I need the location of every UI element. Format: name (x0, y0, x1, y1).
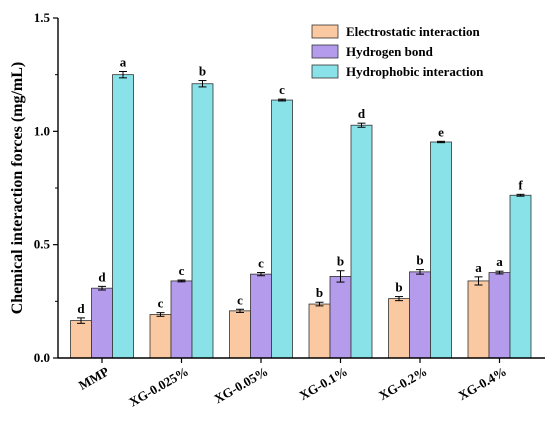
bar-4-0 (388, 298, 410, 359)
error-bar-1-0 (156, 312, 165, 317)
bar-1-1 (170, 280, 193, 359)
significance-letter-1-1: c (179, 263, 185, 278)
legend-swatch-1 (311, 44, 339, 59)
y-tick-label-0: 0.0 (34, 350, 50, 365)
bar-0-1 (91, 287, 113, 359)
error-bar-4-0 (395, 296, 403, 302)
error-bar-3-1 (336, 270, 345, 283)
bar-2-0 (229, 310, 251, 359)
error-bar-0-2 (119, 70, 127, 79)
significance-letter-5-0: a (475, 260, 482, 275)
significance-letter-2-2: c (279, 82, 285, 97)
error-bar-2-2 (278, 98, 286, 102)
error-bar-3-0 (315, 301, 324, 307)
significance-letter-1-0: c (158, 296, 164, 311)
x-tick-label-3: XG-0.1% (297, 364, 350, 404)
x-tick-label-5: XG-0.4% (456, 364, 509, 404)
error-bar-3-2 (357, 122, 366, 128)
significance-letter-3-2: d (358, 106, 366, 121)
error-bar-4-2 (437, 140, 445, 144)
error-bar-2-1 (257, 272, 265, 277)
significance-letter-5-1: a (496, 254, 503, 269)
bar-4-1 (409, 271, 431, 359)
error-bar-5-0 (474, 276, 483, 286)
y-tick-label-2: 1.0 (34, 123, 50, 138)
bar-3-1 (329, 275, 352, 359)
x-tick-label-4: XG-0.2% (376, 364, 429, 404)
bar-2-1 (250, 273, 272, 359)
significance-letter-2-1: c (258, 256, 264, 271)
error-bar-5-2 (516, 193, 525, 197)
significance-letter-4-0: b (395, 280, 402, 295)
bar-3-2 (350, 124, 373, 359)
bar-3-0 (308, 303, 331, 359)
error-bar-0-1 (98, 285, 106, 291)
legend-label-2: Hydrophobic interaction (346, 64, 484, 79)
significance-letter-1-2: b (199, 64, 206, 79)
legend-label-1: Hydrogen bond (346, 44, 434, 59)
significance-letter-0-2: a (120, 54, 127, 69)
y-axis-label: Chemical interaction forces (mg/mL) (9, 62, 26, 315)
bar-1-0 (149, 314, 172, 359)
error-bar-1-2 (198, 80, 207, 88)
significance-letter-0-1: d (98, 269, 106, 284)
error-bar-5-1 (495, 270, 504, 275)
bar-0-0 (70, 320, 92, 359)
y-tick-label-3: 1.5 (34, 10, 51, 25)
bar-5-0 (467, 280, 490, 359)
significance-letter-0-0: d (77, 301, 85, 316)
significance-letter-3-0: b (316, 285, 323, 300)
bar-1-2 (191, 83, 214, 359)
bar-5-2 (509, 194, 532, 359)
significance-letter-5-2: f (518, 177, 523, 192)
bar-4-2 (430, 141, 452, 359)
bar-2-2 (271, 99, 293, 359)
error-bars-layer (77, 70, 525, 324)
legend-swatch-0 (311, 24, 339, 39)
significance-letter-4-2: e (438, 124, 444, 139)
error-bar-4-1 (416, 269, 424, 275)
bar-0-2 (112, 74, 134, 359)
legend: Electrostatic interaction Hydrogen bond Hy… (311, 24, 484, 79)
error-bar-1-1 (177, 279, 186, 283)
error-bar-0-0 (77, 317, 85, 324)
legend-swatch-2 (311, 64, 339, 79)
x-tick-label-0: MMP (76, 364, 112, 393)
x-tick-label-1: XG-0.025% (126, 364, 191, 410)
x-tick-label-2: XG-0.05% (211, 364, 270, 407)
bars-layer (70, 74, 532, 359)
significance-letter-4-1: b (416, 253, 423, 268)
error-bar-2-0 (236, 308, 244, 313)
bar-5-1 (488, 272, 511, 359)
legend-label-0: Electrostatic interaction (346, 24, 480, 39)
significance-letter-2-0: c (237, 292, 243, 307)
significance-letter-3-1: b (337, 254, 344, 269)
y-tick-label-1: 0.5 (34, 237, 51, 252)
